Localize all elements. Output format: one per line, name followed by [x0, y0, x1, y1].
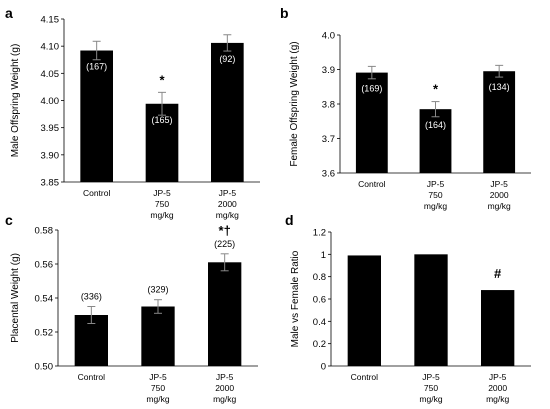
- y-tick-label: 0.2: [313, 339, 326, 350]
- category-label: Control: [351, 372, 379, 382]
- category-label: Control: [78, 372, 106, 382]
- sample-count: (329): [147, 285, 168, 295]
- y-tick-label: 3.7: [322, 134, 335, 145]
- category-label: JP-5: [149, 372, 167, 382]
- bar: [481, 290, 515, 366]
- sample-count: (92): [219, 54, 235, 64]
- category-label: 2000: [215, 383, 234, 393]
- y-tick-label: 0.4: [313, 317, 326, 328]
- y-tick-label: 4.0: [322, 31, 335, 42]
- bar: [208, 262, 242, 366]
- category-label: JP-5: [489, 372, 507, 382]
- y-tick-label: 3.85: [41, 178, 60, 189]
- category-label: 750: [424, 383, 438, 393]
- category-label: 2000: [488, 383, 507, 393]
- significance-marker: *: [159, 72, 165, 87]
- y-tick-label: 3.9: [322, 65, 335, 76]
- category-label: 2000: [490, 190, 509, 200]
- sample-count: (169): [361, 84, 382, 94]
- y-tick-label: 0.50: [35, 362, 54, 373]
- category-label: mg/kg: [419, 394, 442, 404]
- y-tick-label: 4.10: [41, 42, 60, 53]
- category-label: JP-5: [153, 188, 171, 198]
- y-tick-label: 1.2: [313, 228, 326, 239]
- y-tick-label: 0: [321, 362, 326, 373]
- category-label: JP-5: [427, 179, 445, 189]
- y-axis-title: Male Offspring Weight (g): [10, 44, 21, 158]
- bar: [483, 71, 516, 173]
- category-label: mg/kg: [486, 394, 509, 404]
- category-label: mg/kg: [488, 201, 511, 211]
- category-label: mg/kg: [146, 394, 169, 404]
- significance-marker: *: [433, 82, 439, 97]
- bar: [141, 306, 175, 366]
- category-label: JP-5: [490, 179, 508, 189]
- panel-letter: d: [285, 212, 294, 228]
- category-label: Control: [83, 188, 111, 198]
- category-label: mg/kg: [150, 210, 173, 220]
- panel-a: a 3.85 3.90 3.95 4.00 4.05 4.10 4.15 Male Offspr…: [5, 5, 260, 220]
- category-label: mg/kg: [213, 394, 236, 404]
- y-tick-label: 0.6: [313, 295, 326, 306]
- panel-d: d 0 0.2 0.4 0.6 0.8 1 1.2 Male vs Female Ratio Co…: [285, 212, 531, 404]
- y-tick-label: 3.6: [322, 169, 335, 180]
- y-tick-label: 0.52: [35, 328, 54, 339]
- sample-count: (134): [489, 82, 510, 92]
- y-tick-label: 3.95: [41, 123, 60, 134]
- category-label: mg/kg: [424, 201, 447, 211]
- bar: [347, 255, 381, 366]
- significance-marker: *†: [219, 223, 231, 238]
- category-label: JP-5: [219, 188, 237, 198]
- category-label: mg/kg: [216, 210, 239, 220]
- sample-count: (164): [425, 120, 446, 130]
- bar: [145, 103, 179, 182]
- y-tick-label: 3.8: [322, 100, 335, 111]
- y-tick-label: 0.56: [35, 260, 54, 271]
- y-tick-label: 1: [321, 250, 326, 261]
- category-label: 750: [155, 199, 169, 209]
- bar: [80, 50, 113, 182]
- category-label: Control: [358, 179, 386, 189]
- y-axis-title: Female Offspring Weight (g): [289, 41, 300, 166]
- y-tick-label: 4.05: [41, 69, 60, 80]
- panel-letter: a: [5, 5, 13, 21]
- y-axis-title: Placental Weight (g): [10, 253, 21, 343]
- bar: [419, 109, 452, 173]
- y-tick-label: 0.58: [35, 226, 54, 237]
- y-tick-label: 4.15: [41, 15, 60, 26]
- sample-count: (225): [214, 239, 235, 249]
- y-tick-label: 3.90: [41, 150, 60, 161]
- bar: [414, 254, 448, 366]
- panel-b: b 3.6 3.7 3.8 3.9 4.0 Female Offspring Weight …: [280, 5, 531, 211]
- category-label: 750: [428, 190, 442, 200]
- bar: [355, 72, 388, 173]
- significance-marker: #: [494, 266, 502, 281]
- y-tick-label: 0.8: [313, 272, 326, 283]
- y-tick-label: 4.00: [41, 96, 60, 107]
- panel-letter: c: [5, 212, 13, 228]
- panel-c: c 0.50 0.52 0.54 0.56 0.58 Placental Weight (g…: [5, 212, 258, 404]
- sample-count: (336): [81, 292, 102, 302]
- category-label: 750: [151, 383, 165, 393]
- category-label: JP-5: [422, 372, 440, 382]
- category-label: JP-5: [216, 372, 234, 382]
- bar: [211, 42, 244, 183]
- sample-count: (167): [86, 62, 107, 72]
- category-label: 2000: [218, 199, 237, 209]
- sample-count: (165): [151, 115, 172, 125]
- y-tick-label: 0.54: [35, 294, 54, 305]
- panel-letter: b: [280, 5, 289, 21]
- y-axis-title: Male vs Female Ratio: [290, 250, 301, 347]
